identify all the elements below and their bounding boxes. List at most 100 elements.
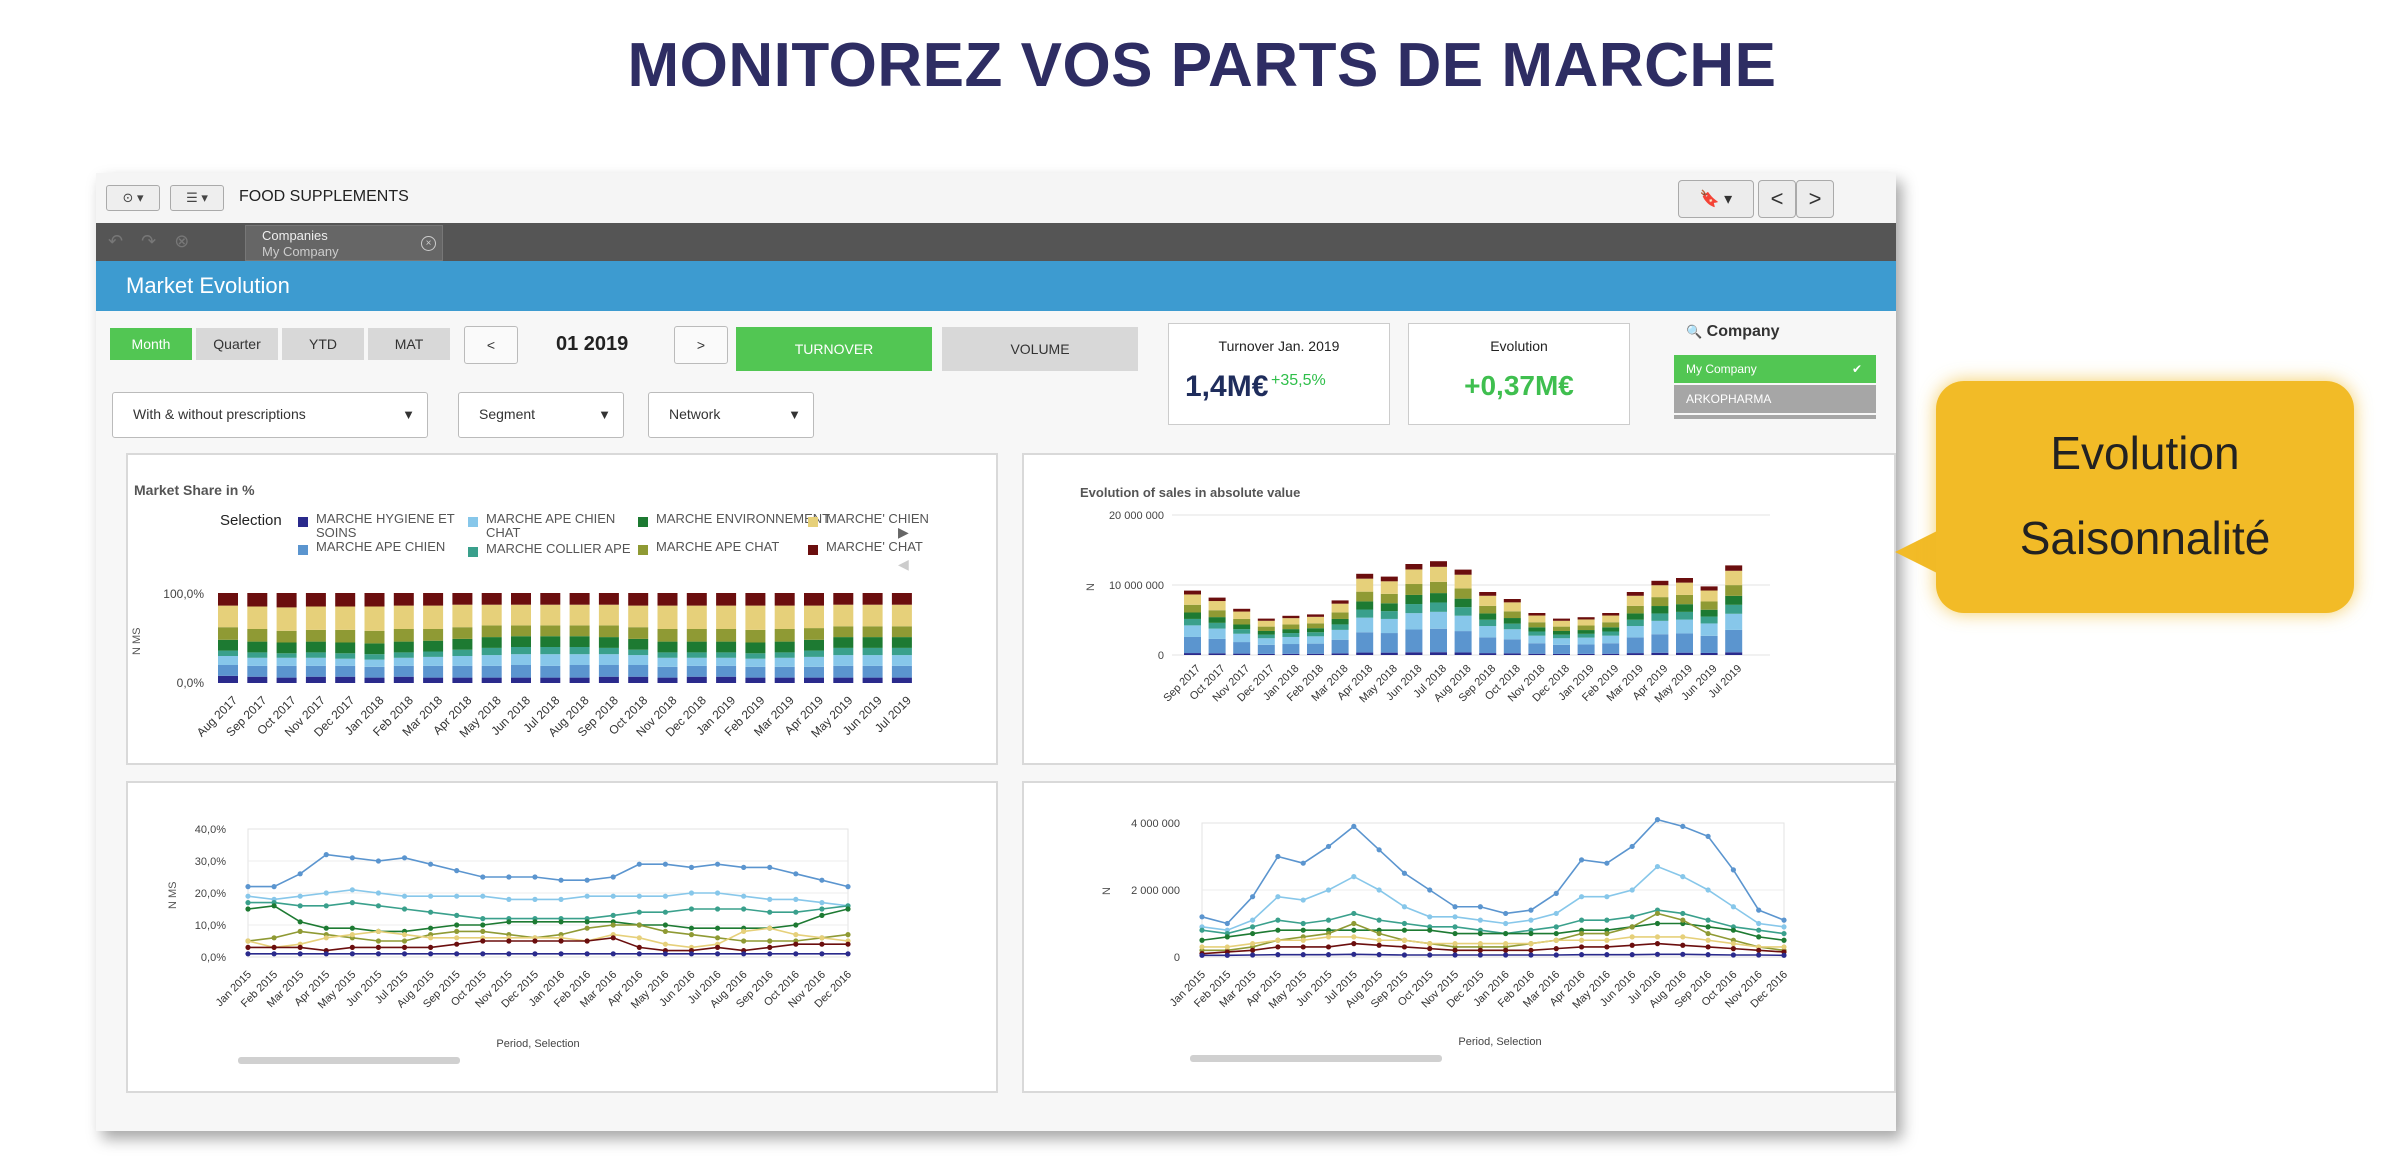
selection-chip[interactable]: Companies My Company ×: [245, 225, 443, 261]
data-point: [845, 906, 851, 912]
data-point: [375, 858, 382, 864]
bar-segment: [1700, 609, 1718, 617]
previous-sheet-button[interactable]: <: [1758, 180, 1796, 218]
bar-segment: [1602, 613, 1620, 616]
bar-segment: [511, 677, 531, 683]
data-point: [1604, 917, 1610, 923]
next-sheet-button[interactable]: >: [1796, 180, 1834, 218]
navigation-menu-button[interactable]: ⊙ ▾: [106, 185, 160, 211]
clear-selection-icon[interactable]: ×: [421, 236, 436, 251]
company-item-arkopharma[interactable]: ARKOPHARMA: [1674, 385, 1876, 413]
data-point: [297, 893, 303, 899]
bar-segment: [1626, 592, 1644, 596]
data-point: [323, 852, 329, 858]
data-point: [1528, 952, 1534, 958]
bar-segment: [1282, 629, 1300, 634]
data-point: [1503, 952, 1509, 958]
data-point: [1250, 941, 1256, 947]
data-point: [1604, 860, 1610, 866]
bar-segment: [1307, 628, 1324, 633]
prescription-dropdown[interactable]: With & without prescriptions ▼: [112, 392, 428, 438]
search-icon[interactable]: 🔍: [1686, 324, 1703, 339]
sheet-menu-button[interactable]: ☰ ▾: [170, 185, 224, 211]
data-point: [480, 874, 486, 880]
legend-swatch: [298, 517, 308, 527]
bar-segment: [1257, 644, 1275, 654]
bar-segment: [1700, 601, 1718, 610]
data-point: [1452, 947, 1458, 953]
bar-segment: [1380, 593, 1398, 604]
data-point: [428, 893, 434, 899]
data-point: [349, 900, 355, 906]
bar-segment: [686, 652, 707, 658]
period-ytd-button[interactable]: YTD: [282, 328, 364, 360]
data-point: [1275, 853, 1281, 860]
data-point: [714, 861, 721, 867]
data-point: [845, 951, 851, 957]
period-month-button[interactable]: Month: [110, 328, 192, 360]
data-point: [480, 893, 486, 899]
bar-segment: [833, 637, 854, 648]
data-point: [688, 925, 695, 931]
period-quarter-button[interactable]: Quarter: [196, 328, 278, 360]
next-date-button[interactable]: >: [674, 326, 728, 364]
turnover-button[interactable]: TURNOVER: [736, 327, 932, 371]
data-point: [1705, 937, 1711, 943]
bar-segment: [657, 629, 678, 642]
turnover-kpi-title: Turnover Jan. 2019: [1218, 338, 1340, 354]
bar-segment: [686, 665, 707, 677]
bar-segment: [1257, 630, 1275, 635]
bar-segment: [1380, 652, 1398, 655]
previous-date-button[interactable]: <: [464, 326, 518, 364]
segment-dropdown[interactable]: Segment ▼: [458, 392, 624, 438]
bar-segment: [1233, 642, 1251, 654]
x-axis-label: Period, Selection: [1458, 1036, 1541, 1048]
data-point: [558, 877, 564, 883]
bar-segment: [1553, 618, 1570, 621]
data-point: [1503, 910, 1509, 917]
company-item-my-company[interactable]: My Company ✔: [1674, 355, 1876, 383]
series-line: [1201, 909, 1785, 935]
data-point: [1477, 952, 1483, 958]
volume-button[interactable]: VOLUME: [942, 327, 1138, 371]
y-axis-label: N MS: [167, 882, 179, 910]
data-point: [323, 890, 329, 896]
network-dropdown[interactable]: Network ▼: [648, 392, 814, 438]
data-point: [1199, 952, 1205, 958]
series-line: [247, 927, 849, 949]
data-point: [636, 909, 642, 915]
app-title: FOOD SUPPLEMENTS: [239, 188, 409, 205]
data-point: [245, 951, 251, 957]
chart-title: Market Share in %: [134, 482, 255, 498]
data-point: [297, 951, 303, 957]
data-point: [1680, 874, 1686, 880]
bar-segment: [1626, 619, 1644, 627]
period-mat-button[interactable]: MAT: [368, 328, 450, 360]
bar-segment: [393, 593, 414, 606]
data-point: [1553, 952, 1559, 958]
data-point: [767, 925, 773, 931]
series-line: [1202, 936, 1784, 948]
bookmark-button[interactable]: 🔖 ▾: [1678, 180, 1754, 218]
back-icon[interactable]: ↶: [108, 231, 124, 251]
bar-segment: [1430, 581, 1447, 594]
data-point: [1224, 944, 1230, 950]
data-point: [584, 893, 590, 899]
forward-icon[interactable]: ↷: [141, 231, 157, 251]
data-point: [1224, 952, 1230, 958]
bar-segment: [1528, 613, 1546, 616]
data-point: [1427, 952, 1433, 958]
clear-all-icon[interactable]: ⊗: [174, 231, 190, 251]
bar-segment: [1331, 624, 1349, 630]
data-point: [401, 855, 408, 861]
bar-segment: [1626, 637, 1644, 654]
bar-segment: [1651, 597, 1669, 607]
compass-icon: ⊙: [122, 190, 134, 205]
bar-segment: [1184, 612, 1201, 619]
bar-segment: [364, 654, 385, 660]
bar-segment: [804, 677, 824, 683]
bar-segment: [1454, 588, 1472, 599]
bar-segment: [1553, 620, 1570, 627]
bar-segment: [1233, 611, 1251, 619]
data-point: [245, 944, 251, 950]
